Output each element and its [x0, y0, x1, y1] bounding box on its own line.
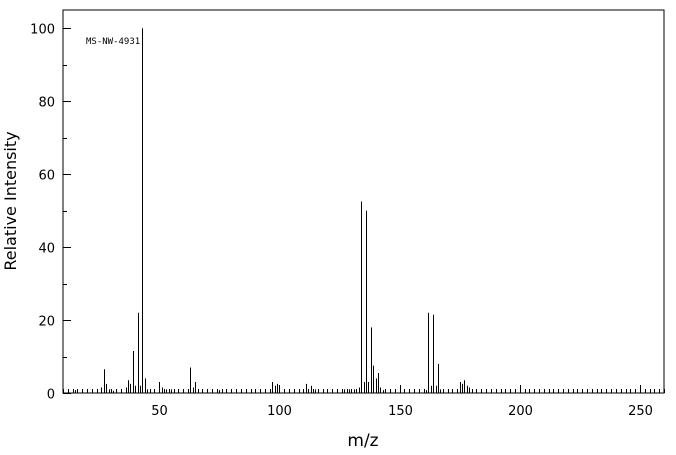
y-tick-label: 80: [38, 96, 55, 111]
x-tick-label: 100: [267, 404, 292, 419]
spectrum-peaks: [73, 28, 473, 393]
y-tick-label: 60: [38, 169, 55, 184]
y-tick-label: 40: [38, 242, 55, 257]
x-tick-label: 50: [151, 404, 168, 419]
x-tick-label: 150: [388, 404, 413, 419]
axis-ticks: 50 100 150 200 250 0 20 40 60 80 100: [30, 23, 665, 419]
plot-frame: [62, 9, 665, 394]
x-axis-label: m/z: [347, 431, 378, 451]
x-tick-label: 200: [508, 404, 533, 419]
y-tick-label: 0: [47, 388, 55, 403]
y-tick-label: 100: [30, 23, 55, 38]
x-tick-label: 250: [628, 404, 653, 419]
y-tick-label: 20: [38, 315, 55, 330]
y-axis-label: Relative Intensity: [1, 131, 20, 270]
spectrum-id-label: MS-NW-4931: [86, 37, 140, 47]
